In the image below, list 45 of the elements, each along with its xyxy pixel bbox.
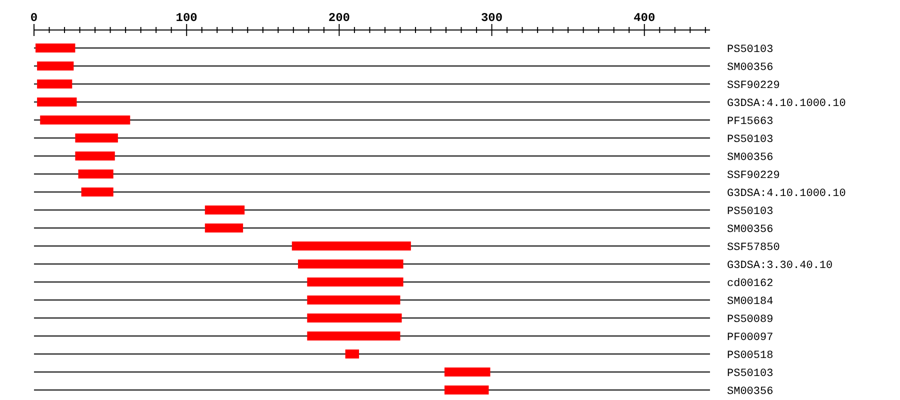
y-tick-label: SSF57850 [727, 242, 780, 254]
y-tick-label: G3DSA:4.10.1000.10 [727, 98, 846, 110]
x-tick-label: 400 [634, 11, 656, 25]
y-tick-label: SM00356 [727, 224, 774, 236]
bar [37, 98, 77, 106]
y-tick-label: SM00356 [727, 62, 774, 74]
y-tick-label: G3DSA:3.30.40.10 [727, 260, 833, 272]
bar [444, 386, 489, 394]
y-tick-label: PS50103 [727, 206, 774, 218]
y-tick-label: SM00184 [727, 296, 774, 308]
y-tick-label: SSF90229 [727, 80, 780, 92]
bar [307, 296, 400, 304]
y-tick-label: SM00356 [727, 386, 774, 398]
x-tick-label: 200 [328, 11, 350, 25]
bar [292, 242, 411, 250]
bar [444, 368, 490, 376]
y-tick-label: G3DSA:4.10.1000.10 [727, 188, 846, 200]
y-tick-label: PF00097 [727, 332, 774, 344]
x-tick-label: 300 [480, 11, 503, 25]
y-tick-label: SSF90229 [727, 170, 780, 182]
y-tick-label: cd00162 [727, 278, 774, 290]
x-tick-label: 0 [30, 11, 38, 25]
bar [75, 134, 118, 142]
y-tick-label: PS50103 [727, 134, 774, 146]
x-tick-label: 100 [176, 11, 198, 25]
bar [307, 332, 400, 340]
y-tick-label: PS50103 [727, 44, 774, 56]
y-tick-label: SM00356 [727, 152, 774, 164]
y-tick-label: PF15663 [727, 116, 774, 128]
bar [204, 224, 244, 232]
bar [307, 278, 404, 286]
bar [37, 80, 72, 88]
bar [37, 62, 74, 70]
bar [78, 170, 114, 178]
bar [75, 152, 115, 160]
bar [298, 260, 404, 268]
bar [40, 116, 130, 124]
bar [36, 44, 76, 52]
y-tick-label: PS50089 [727, 314, 774, 326]
bar [345, 350, 360, 358]
bar [307, 314, 402, 322]
bar [204, 206, 245, 214]
y-tick-label: PS00518 [727, 350, 774, 362]
bar [81, 188, 114, 196]
y-tick-label: PS50103 [727, 368, 774, 380]
